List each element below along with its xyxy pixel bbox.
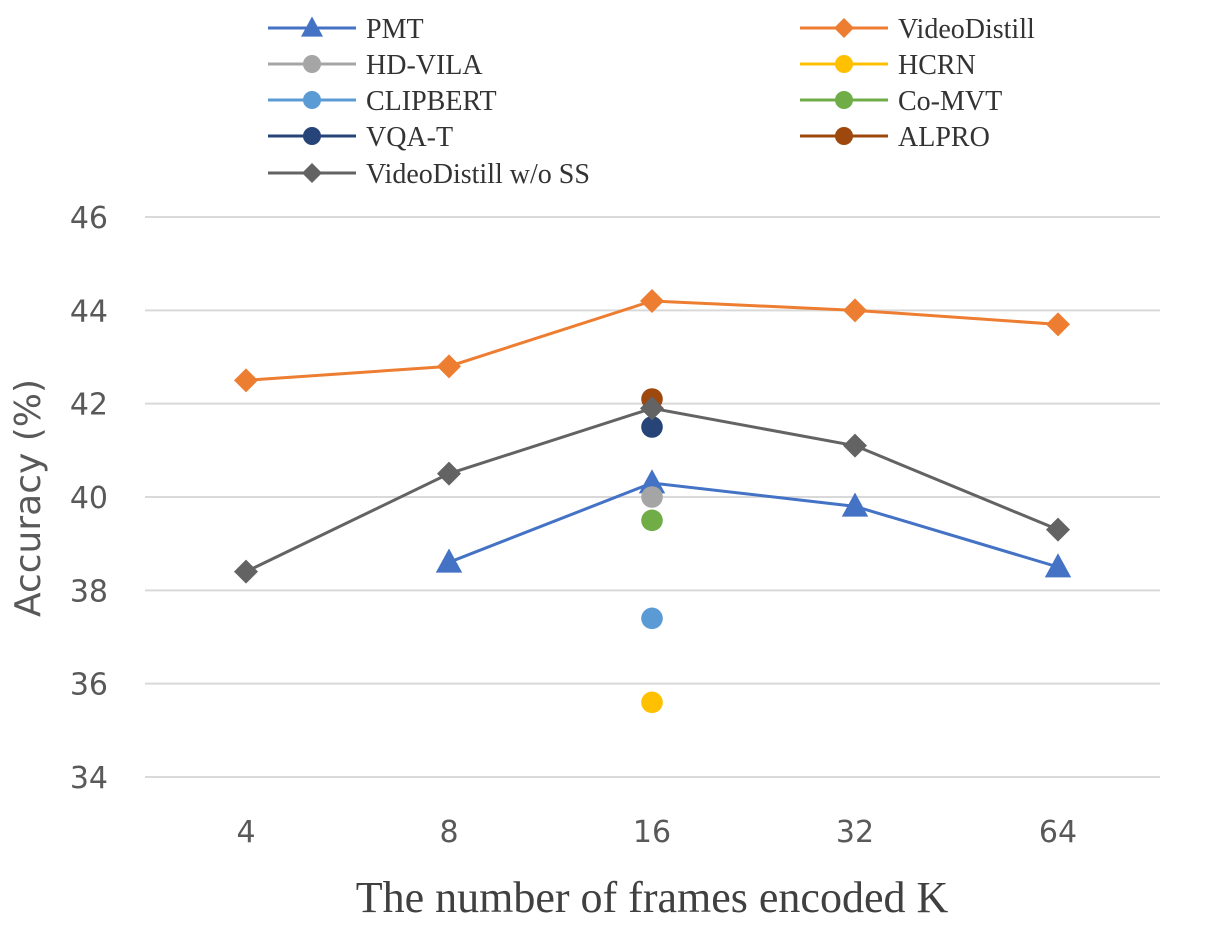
data-point xyxy=(641,416,663,438)
series-videodistill-w-o-ss xyxy=(234,396,1070,584)
data-point xyxy=(640,396,664,421)
x-axis-ticks: 4 8 16 32 64 xyxy=(236,815,1077,850)
series-group xyxy=(234,289,1072,714)
legend: PMT VideoDistill HD-VILA HCRN CLIPBERT Co-MVT… xyxy=(268,14,1035,190)
series-hcrn xyxy=(641,691,663,714)
data-point xyxy=(437,461,461,486)
x-tick-label: 32 xyxy=(836,815,874,850)
data-point xyxy=(641,691,663,714)
legend-item: HCRN xyxy=(800,50,976,81)
x-tick-label: 4 xyxy=(236,815,255,850)
data-point xyxy=(641,486,663,508)
x-tick-label: 16 xyxy=(633,815,671,850)
legend-label: VideoDistill w/o SS xyxy=(366,159,590,190)
legend-item: PMT xyxy=(268,14,424,45)
legend-label: ALPRO xyxy=(898,122,990,153)
series-vqa-t xyxy=(641,416,663,438)
legend-marker xyxy=(303,91,321,109)
data-point xyxy=(234,368,258,393)
series-hd-vila xyxy=(641,486,663,508)
data-point xyxy=(641,607,663,630)
data-point xyxy=(843,433,867,458)
legend-item: CLIPBERT xyxy=(268,86,497,117)
legend-marker xyxy=(303,127,321,145)
data-point xyxy=(1046,517,1070,542)
data-point xyxy=(638,469,666,494)
legend-label: HCRN xyxy=(898,50,976,81)
x-tick-label: 64 xyxy=(1039,815,1077,850)
legend-label: CLIPBERT xyxy=(366,86,497,117)
legend-item: HD-VILA xyxy=(268,50,483,81)
legend-marker xyxy=(303,55,321,73)
data-point xyxy=(641,509,663,532)
legend-label: Co-MVT xyxy=(898,86,1002,117)
legend-marker xyxy=(302,163,322,183)
legend-marker xyxy=(834,18,854,38)
data-point xyxy=(435,548,463,573)
legend-label: PMT xyxy=(366,14,424,45)
y-tick-label: 36 xyxy=(70,668,108,703)
y-tick-label: 34 xyxy=(70,761,108,796)
legend-marker xyxy=(835,55,853,73)
legend-item: VideoDistill xyxy=(800,14,1035,45)
y-tick-label: 38 xyxy=(70,574,108,609)
y-axis-title: Accuracy (%) xyxy=(8,379,49,617)
data-point xyxy=(841,492,869,517)
x-axis-title: The number of frames encoded K xyxy=(356,873,949,922)
series-clipbert xyxy=(641,607,663,630)
data-point xyxy=(437,354,461,379)
x-tick-label: 8 xyxy=(439,815,458,850)
data-point xyxy=(234,559,258,584)
data-point xyxy=(843,298,867,323)
series-videodistill xyxy=(234,289,1070,393)
legend-item: Co-MVT xyxy=(800,86,1002,117)
y-tick-label: 40 xyxy=(70,481,108,516)
data-point xyxy=(1046,312,1070,337)
y-tick-label: 46 xyxy=(70,201,108,236)
series-pmt xyxy=(435,469,1072,578)
legend-label: VideoDistill xyxy=(898,14,1035,45)
series-co-mvt xyxy=(641,509,663,532)
legend-label: VQA-T xyxy=(366,122,453,153)
legend-marker xyxy=(835,127,853,145)
y-tick-label: 42 xyxy=(70,388,108,423)
legend-item: VQA-T xyxy=(268,122,453,153)
legend-marker xyxy=(835,91,853,109)
y-tick-label: 44 xyxy=(70,294,108,329)
legend-label: HD-VILA xyxy=(366,50,483,81)
data-point xyxy=(640,289,664,313)
series-line xyxy=(448,481,1059,569)
legend-item: ALPRO xyxy=(800,122,990,153)
data-point xyxy=(1044,553,1072,578)
legend-marker xyxy=(301,16,323,37)
legend-item: VideoDistill w/o SS xyxy=(268,159,590,190)
y-axis-ticks: 34 36 38 40 42 44 46 xyxy=(70,201,108,796)
